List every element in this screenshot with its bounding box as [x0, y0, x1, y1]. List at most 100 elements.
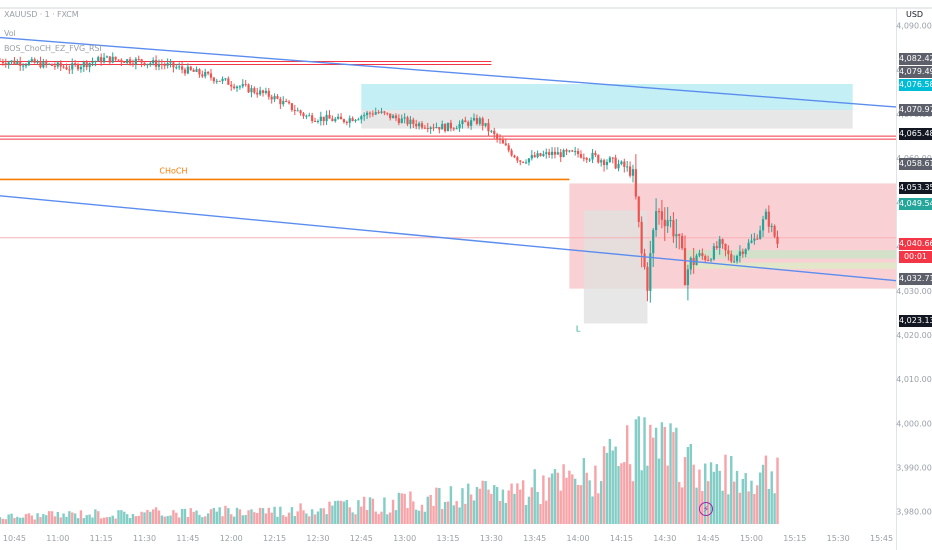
volume-bar: [166, 516, 169, 524]
candle-body: [432, 127, 435, 129]
volume-bar: [562, 464, 565, 524]
currency-label[interactable]: USD: [906, 10, 924, 19]
candle-body: [313, 120, 317, 122]
volume-bar: [536, 491, 539, 524]
candle-body: [438, 127, 441, 130]
candle-body: [365, 112, 369, 116]
volume-bar: [761, 464, 765, 524]
candle-body: [498, 138, 502, 140]
candle-body: [287, 101, 291, 104]
candle-body: [487, 123, 490, 132]
candle-body: [704, 256, 707, 260]
volume-bar: [426, 496, 429, 524]
volume-bar: [698, 469, 701, 524]
symbol-legend[interactable]: XAUUSD · 1 · FXCM: [4, 10, 79, 19]
candle-body: [331, 118, 334, 122]
price-tick-label: 4,010.00: [896, 375, 932, 384]
volume-bar: [469, 494, 473, 524]
candle-body: [71, 63, 74, 70]
candles: [0, 52, 779, 303]
candle-body: [102, 57, 106, 63]
volume-bar: [362, 496, 366, 524]
volume-bar: [267, 507, 270, 524]
candle-body: [579, 154, 583, 158]
volume-bar: [773, 493, 776, 524]
candle-body: [582, 157, 585, 159]
candle-body: [290, 103, 294, 111]
price-label: 00:01: [899, 251, 932, 264]
candle-body: [550, 151, 554, 155]
volume-bar: [99, 518, 103, 524]
time-tick-label: 13:15: [436, 534, 459, 543]
price-tick-label: 3,990.00: [896, 464, 932, 473]
candle-body: [496, 134, 499, 139]
volume-bar: [640, 470, 643, 524]
candle-body: [675, 234, 678, 237]
candle-body: [247, 84, 250, 93]
volume-bar: [125, 514, 129, 524]
candle-body: [270, 96, 273, 100]
volume-bar: [750, 480, 753, 524]
candle-body: [626, 166, 629, 168]
candle-body: [27, 61, 31, 66]
volume-bar: [68, 511, 71, 524]
candle-body: [712, 246, 716, 260]
candle-body: [660, 211, 663, 220]
volume-bar: [415, 509, 418, 524]
candle-body: [417, 123, 421, 127]
volume-bar: [657, 458, 661, 524]
volume-bar: [97, 511, 100, 524]
volume-bar: [461, 488, 464, 524]
volume-bar: [137, 515, 140, 524]
volume-bar: [380, 511, 383, 524]
volume-bar: [351, 512, 354, 524]
volume-bar: [516, 483, 519, 524]
candle-body: [513, 155, 516, 158]
price-label: 4,049.54: [899, 198, 932, 211]
volume-bar: [290, 507, 294, 524]
candle-body: [192, 69, 195, 72]
volume-bar: [738, 492, 742, 524]
price-tick-label: 3,980.00: [896, 508, 932, 517]
fvg-green-2: [685, 262, 896, 269]
volume-bar: [539, 504, 542, 524]
volume-bar: [308, 516, 311, 524]
volume-bar: [672, 432, 675, 524]
volume-bar: [186, 517, 190, 524]
volume-bar: [305, 513, 308, 524]
candle-body: [652, 230, 655, 254]
candle-body: [620, 161, 623, 165]
candle-body: [137, 58, 140, 60]
indicator-legend[interactable]: BOS_ChoCH_EZ_FVG_RSI: [4, 44, 102, 53]
volume-bar: [79, 510, 83, 524]
volume-bar: [131, 514, 135, 524]
volume-legend[interactable]: Vol: [4, 29, 16, 38]
volume-bar: [73, 513, 77, 524]
volume-bar: [7, 514, 10, 524]
candle-body: [683, 248, 687, 286]
time-tick-label: 14:00: [567, 534, 590, 543]
candle-body: [761, 219, 765, 231]
candle-body: [663, 219, 666, 227]
candle-body: [435, 127, 438, 129]
volume-bar: [241, 515, 244, 524]
candle-body: [750, 240, 753, 243]
candle-body: [351, 118, 354, 121]
candle-body: [282, 100, 285, 105]
candle-body: [293, 110, 296, 112]
volume-bar: [530, 487, 534, 524]
candle-body: [114, 56, 117, 60]
candle-body: [311, 115, 314, 121]
volume-bar: [493, 485, 496, 524]
volume-bar: [599, 481, 603, 524]
candle-body: [415, 123, 418, 127]
candle-body: [120, 59, 123, 63]
volume-bar: [388, 512, 392, 524]
volume-bar: [273, 506, 276, 524]
price-label: 4,032.71: [899, 272, 932, 285]
volume-bar: [521, 480, 525, 524]
candle-body: [91, 62, 94, 64]
volume-bar: [573, 478, 577, 524]
lightning-badge[interactable]: ⚡: [699, 502, 713, 516]
